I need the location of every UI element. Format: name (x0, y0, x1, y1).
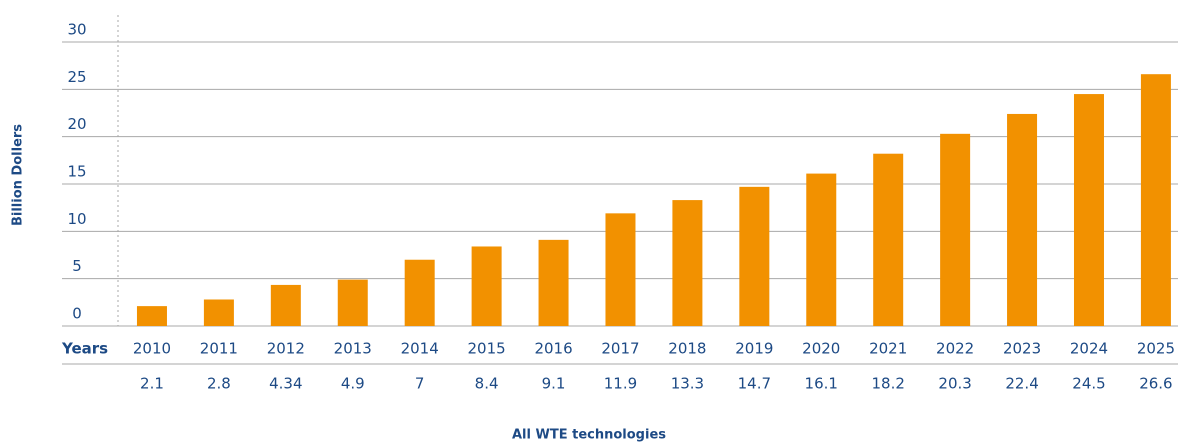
bar (136, 306, 167, 326)
y-tick-label: 5 (72, 257, 82, 275)
value-label: 26.6 (1139, 375, 1172, 393)
value-label: 22.4 (1005, 375, 1038, 393)
value-label: 16.1 (805, 375, 838, 393)
value-label: 14.7 (738, 375, 771, 393)
y-tick-label: 0 (72, 305, 82, 323)
x-tick-label: 2010 (133, 340, 171, 358)
bar (337, 279, 368, 326)
bar (471, 246, 502, 326)
value-label: 2.8 (207, 375, 231, 393)
value-label: 9.1 (542, 375, 566, 393)
y-tick-label: 25 (67, 68, 86, 86)
x-tick-label: 2015 (468, 340, 506, 358)
x-tick-label: 2012 (267, 340, 305, 358)
x-tick-label: 2024 (1070, 340, 1108, 358)
y-tick-label: 10 (67, 210, 86, 228)
x-axis-label: All WTE technologies (512, 428, 666, 443)
x-tick-label: 2025 (1137, 340, 1175, 358)
bar (739, 186, 770, 326)
bar (1073, 94, 1104, 326)
x-tick-label: 2018 (668, 340, 706, 358)
row-label: Years (61, 340, 108, 358)
x-tick-label: 2019 (735, 340, 773, 358)
y-tick-label: 30 (67, 21, 86, 39)
value-label: 2.1 (140, 375, 164, 393)
x-tick-label: 2016 (534, 340, 572, 358)
bar (605, 213, 636, 326)
x-tick-label: 2023 (1003, 340, 1041, 358)
value-label: 24.5 (1072, 375, 1105, 393)
value-label: 11.9 (604, 375, 637, 393)
bar (538, 239, 569, 326)
bar (806, 173, 837, 326)
y-axis-label: Billion Dollers (11, 124, 26, 226)
value-label: 4.9 (341, 375, 365, 393)
bar (203, 299, 234, 326)
x-tick-label: 2014 (401, 340, 439, 358)
value-label: 20.3 (938, 375, 971, 393)
x-tick-label: 2020 (802, 340, 840, 358)
x-tick-label: 2011 (200, 340, 238, 358)
x-tick-label: 2017 (601, 340, 639, 358)
y-tick-label: 15 (67, 163, 86, 181)
value-label: 18.2 (871, 375, 904, 393)
x-tick-label: 2021 (869, 340, 907, 358)
x-tick-label: 2013 (334, 340, 372, 358)
value-label: 7 (415, 375, 425, 393)
x-tick-label: 2022 (936, 340, 974, 358)
bar (672, 200, 703, 326)
value-label: 4.34 (269, 375, 302, 393)
bar (270, 284, 301, 326)
bar (940, 133, 971, 326)
value-label: 13.3 (671, 375, 704, 393)
bar (404, 259, 435, 326)
bar (1140, 74, 1171, 326)
value-label: 8.4 (475, 375, 499, 393)
bar (873, 153, 904, 326)
bar (1007, 113, 1038, 327)
y-tick-label: 20 (67, 115, 86, 133)
